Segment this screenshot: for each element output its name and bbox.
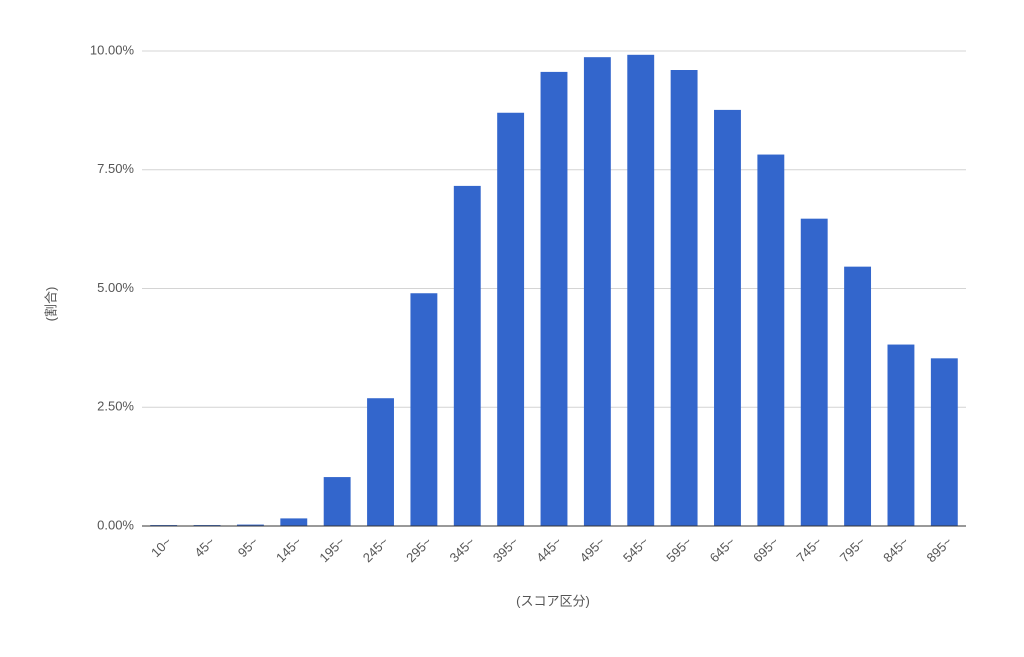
bar	[800, 218, 828, 527]
x-tick-label: 295~	[403, 534, 435, 566]
y-tick-label: 0.00%	[97, 517, 134, 532]
bar	[583, 57, 611, 527]
x-tick-label: 10~	[148, 534, 174, 560]
x-tick-label: 195~	[316, 534, 348, 566]
bar	[627, 54, 655, 527]
x-tick-label: 645~	[707, 534, 739, 566]
bar	[497, 112, 525, 526]
bar	[540, 71, 568, 527]
bar	[453, 185, 481, 526]
x-tick-label: 895~	[924, 534, 956, 566]
x-tick-label: 595~	[663, 534, 695, 566]
bar	[670, 70, 698, 526]
bar	[930, 358, 958, 526]
y-axis-title: (割合)	[43, 287, 58, 322]
x-tick-label: 845~	[880, 534, 912, 566]
y-tick-label: 5.00%	[97, 280, 134, 295]
x-axis-title: (スコア区分)	[516, 593, 590, 608]
bar	[236, 524, 264, 526]
bar	[410, 293, 438, 526]
bar	[714, 109, 741, 527]
x-tick-label: 395~	[490, 534, 522, 566]
bar	[323, 477, 351, 526]
x-tick-label: 695~	[750, 534, 782, 566]
bar	[757, 154, 785, 527]
x-tick-label: 795~	[837, 534, 869, 566]
x-tick-label: 245~	[360, 534, 392, 566]
x-tick-label: 745~	[793, 534, 825, 566]
x-tick-label: 145~	[273, 534, 305, 566]
bar	[280, 518, 308, 526]
y-tick-label: 2.50%	[97, 399, 134, 414]
x-tick-label: 95~	[235, 534, 261, 560]
x-tick-label: 445~	[533, 534, 565, 566]
y-tick-label: 10.00%	[90, 42, 135, 57]
x-tick-label: 495~	[577, 534, 609, 566]
bar	[844, 266, 872, 526]
x-tick-label: 545~	[620, 534, 652, 566]
x-tick-label: 345~	[446, 534, 478, 566]
y-tick-label: 7.50%	[97, 161, 134, 176]
x-tick-label: 45~	[191, 534, 217, 560]
bar	[887, 344, 915, 526]
bar	[367, 398, 394, 526]
